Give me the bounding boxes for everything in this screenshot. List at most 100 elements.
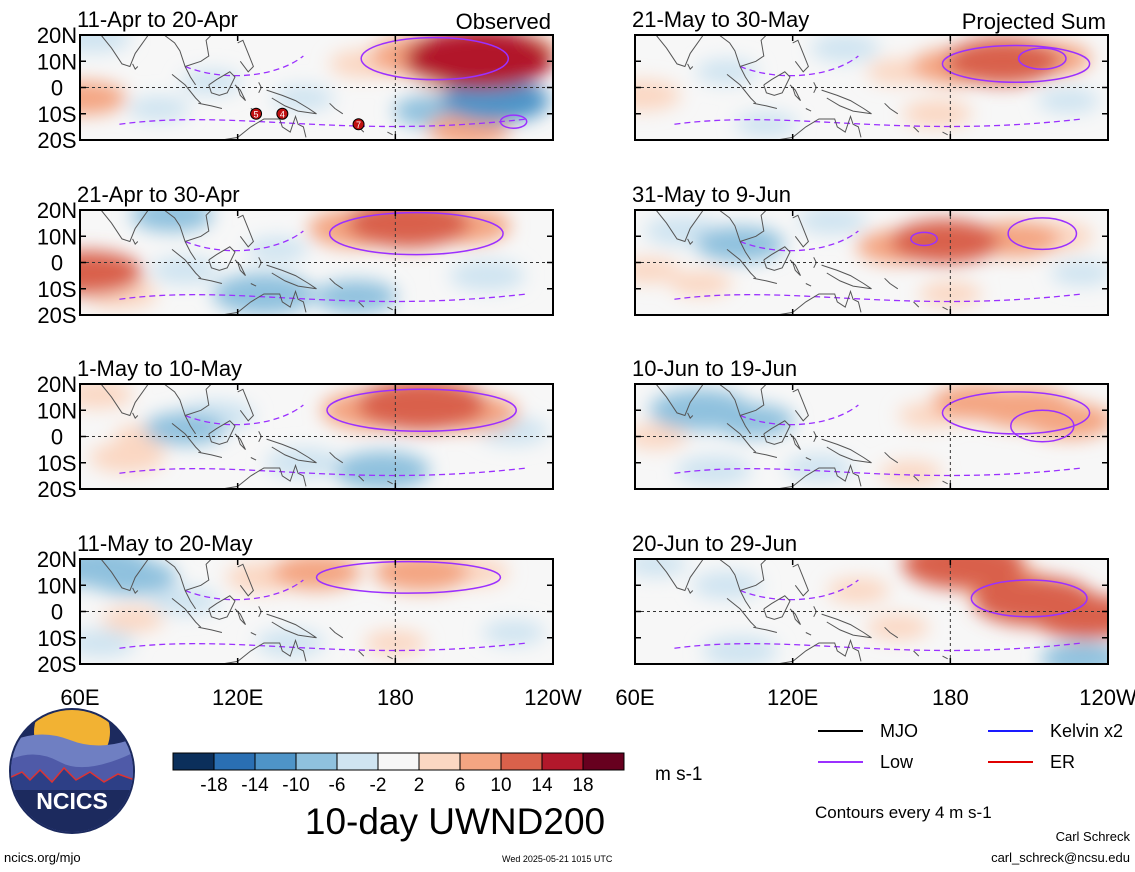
anomaly-cell [449,260,526,291]
coastline [718,384,752,435]
anomaly-cell [902,99,972,128]
coastline [739,384,767,416]
colorbar-swatch [213,752,256,771]
coastline [250,632,257,636]
coastline [234,84,246,101]
coastline [640,384,704,417]
coastline [753,626,778,633]
coastline [805,632,812,636]
colorbar-swatch [541,752,584,771]
y-tick-label: 0 [51,600,63,625]
y-tick-label: 10S [37,102,76,127]
coastline [266,264,317,290]
coastline [387,655,393,660]
anomaly-cell [635,257,680,283]
anomaly-cell [80,81,127,115]
coastline [184,210,212,242]
y-tick-label: 10S [37,451,76,476]
coastline [792,39,809,73]
y-tick-label: 20S [37,652,76,677]
coastline [237,388,254,422]
low-contour-negative [184,230,304,252]
anomaly-cell [797,210,867,235]
anomaly-cell [404,35,553,89]
coastline [266,89,317,115]
anomaly-cell [695,226,785,263]
anomaly-cell [373,559,470,592]
colorbar-tick-label: -14 [241,775,269,796]
coastline [208,71,236,96]
y-tick-label: 10N [37,224,77,249]
colorbar-swatch [377,752,420,771]
anomaly-cell [879,460,942,486]
coastline [329,102,344,115]
colorbar-tick-label: 18 [572,775,593,796]
x-tick-label: 60E [615,685,654,710]
timestamp: Wed 2025-05-21 1015 UTC [502,854,613,864]
coastline [942,480,948,485]
coastline [821,264,872,290]
legend-item: MJO [818,721,918,741]
coastline [198,102,223,109]
author-name: Carl Schreck [1056,829,1131,844]
coastline [234,608,246,625]
coastline [942,131,948,136]
coastline [184,35,212,67]
coastline [640,559,704,592]
coastline [184,384,212,416]
anomaly-cell [1037,88,1100,114]
y-tick-label: 20N [37,23,77,48]
coastline [789,259,801,276]
low-contour [1010,409,1075,443]
coastline [687,63,694,70]
legend-label: ER [1050,752,1075,772]
panel-title: 11-Apr to 20-Apr [77,7,238,32]
coastline [208,246,236,271]
coastline [718,35,752,86]
anomaly-cell [127,95,190,122]
anomaly-cell [972,386,1076,429]
colorbar-swatch [254,752,297,771]
anomaly-cell [695,59,759,85]
coastline [821,89,872,115]
coastline [884,626,899,639]
low-contour-negative [184,404,304,426]
colorbar: -18 -14 -10 -6 -2 2 6 10 14 18 [172,752,625,796]
y-tick-label: 10N [37,398,77,423]
panel-title: 21-Apr to 30-Apr [77,182,240,207]
coastline [726,598,757,628]
anomaly-cell [89,442,166,473]
coastline [171,74,202,104]
coastline [739,210,767,242]
x-tick-label: 120E [212,685,263,710]
coastline [171,249,202,279]
anomaly-cell [649,389,752,431]
colorbar-swatch [500,752,543,771]
y-tick-label: 10S [37,277,76,302]
coastline [132,587,139,594]
low-contour-negative [739,579,859,601]
map-panel: 31-May to 9-Jun [632,182,1109,316]
anomaly-cell [80,629,136,657]
legend-item: Low [818,752,914,772]
colorbar-swatch [336,752,379,771]
colorbar-tick-label: -6 [329,775,346,796]
x-tick-label: 120E [767,685,818,710]
coastline [884,102,899,115]
anomaly-cell [150,256,220,285]
coastline [687,238,694,245]
y-tick-label: 10S [37,626,76,651]
column-label: Observed [456,9,551,34]
coastline [763,420,791,445]
coastline [805,283,812,287]
coastline [208,595,236,620]
colorbar-swatch [459,752,502,771]
low-contour-negative [739,404,859,426]
coastline [913,650,920,657]
coastline [753,277,778,284]
coastline [792,214,809,248]
x-tick-label: 60E [60,685,99,710]
